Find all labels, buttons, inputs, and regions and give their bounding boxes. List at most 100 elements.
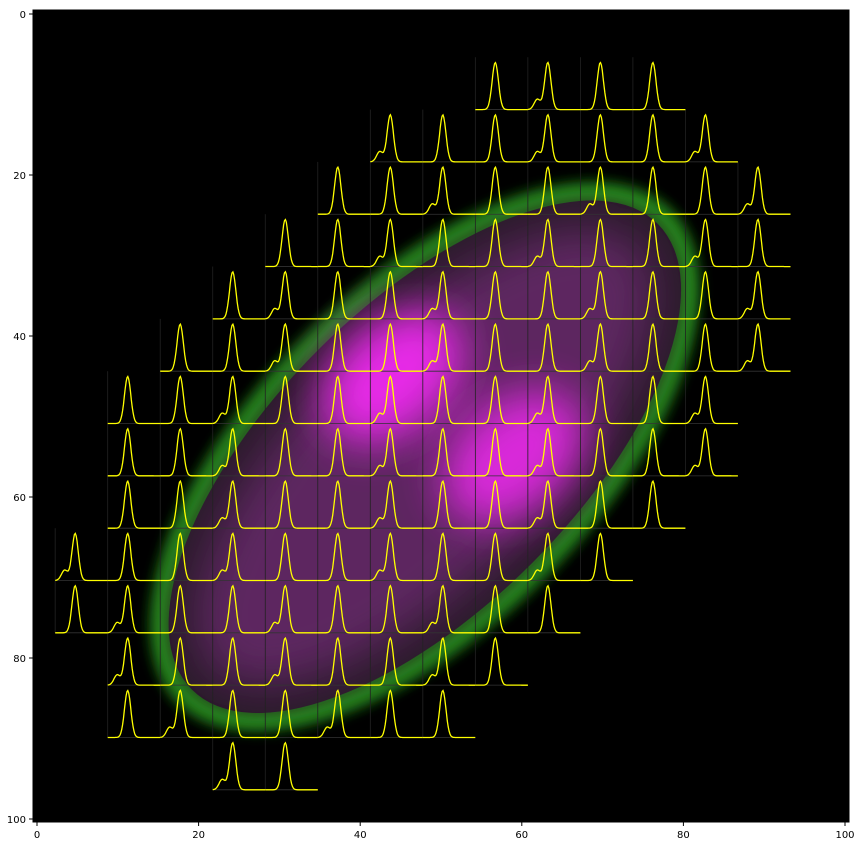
spectrum-r9-c7 (422, 532, 476, 582)
spectrum-r7-c6 (422, 427, 476, 477)
spectrum-r13-c0 (212, 741, 266, 791)
spectrum-r11-c2 (212, 636, 266, 686)
spectrum-r6-c9 (580, 375, 633, 425)
spectrum-r2-c2 (422, 165, 476, 215)
spectrum-r4-c0 (212, 270, 266, 320)
spectrum-r12-c0 (107, 689, 161, 739)
spectrum-r5-c4 (370, 322, 423, 372)
spectrum-r5-c8 (580, 322, 633, 372)
spectrum-r9-c6 (370, 532, 423, 582)
spectrum-r6-c1 (160, 375, 213, 425)
spectrum-r10-c2 (160, 584, 213, 634)
spectrum-r4-c5 (475, 270, 528, 320)
spectrum-r4-c6 (527, 270, 581, 320)
spectrum-r9-c5 (317, 532, 371, 582)
x-tick-label: 20 (192, 830, 205, 841)
spectrum-r4-c7 (580, 270, 633, 320)
spectrum-r2-c4 (527, 165, 581, 215)
spectrum-r8-c2 (212, 479, 266, 529)
spectrum-r5-c11 (737, 322, 791, 372)
spectrum-r11-c7 (475, 636, 528, 686)
spectrum-r10-c5 (317, 584, 371, 634)
spectrum-r4-c4 (422, 270, 476, 320)
spectrum-r12-c4 (317, 689, 371, 739)
spectrum-r5-c9 (632, 322, 686, 372)
y-tick-label: 20 (13, 171, 26, 182)
spectrum-r1-c4 (580, 113, 633, 163)
spectrum-r5-c0 (160, 322, 213, 372)
spectrum-r8-c6 (422, 479, 476, 529)
spectrum-r0-c2 (580, 61, 633, 111)
y-tick-label: 40 (13, 332, 26, 343)
spectrum-r7-c8 (527, 427, 581, 477)
spectrum-r6-c4 (317, 375, 371, 425)
spectrum-r10-c4 (265, 584, 318, 634)
spectrum-r6-c7 (475, 375, 528, 425)
spectrum-r7-c9 (580, 427, 633, 477)
spectrum-r2-c7 (685, 165, 738, 215)
spectrum-r2-c3 (475, 165, 528, 215)
spectrum-r9-c2 (160, 532, 213, 582)
x-tick-label: 80 (677, 830, 690, 841)
x-tick-label: 40 (354, 830, 367, 841)
y-axis: 0 20 40 60 80 100 (7, 10, 33, 826)
spectra-overlay (55, 61, 791, 791)
spectrum-r1-c2 (475, 113, 528, 163)
spectrum-r12-c1 (160, 689, 213, 739)
spectrum-r9-c4 (265, 532, 318, 582)
spectrum-r5-c2 (265, 322, 318, 372)
spectrum-r6-c5 (370, 375, 423, 425)
spectrum-r10-c7 (422, 584, 476, 634)
spectrum-r3-c6 (580, 218, 633, 268)
spectrum-r2-c1 (370, 165, 423, 215)
spectrum-r3-c0 (265, 218, 318, 268)
spectrum-r4-c9 (685, 270, 738, 320)
spectrum-r6-c10 (632, 375, 686, 425)
spectrum-r3-c5 (527, 218, 581, 268)
spectrum-r2-c6 (632, 165, 686, 215)
spectrum-r8-c9 (580, 479, 633, 529)
spectrum-r5-c5 (422, 322, 476, 372)
spectrum-r6-c8 (527, 375, 581, 425)
spectrum-r7-c11 (685, 427, 738, 477)
spectrum-r11-c0 (107, 636, 161, 686)
spectrum-r11-c3 (265, 636, 318, 686)
spectrum-r8-c1 (160, 479, 213, 529)
x-tick-label: 100 (835, 830, 854, 841)
spectrum-r8-c10 (632, 479, 686, 529)
spectrum-r7-c3 (265, 427, 318, 477)
spectrum-r5-c3 (317, 322, 371, 372)
spectrum-r8-c3 (265, 479, 318, 529)
spectrum-r11-c5 (370, 636, 423, 686)
spectrum-r11-c1 (160, 636, 213, 686)
spectrum-r10-c3 (212, 584, 266, 634)
spectrum-r8-c5 (370, 479, 423, 529)
plot-area (32, 9, 850, 823)
spectrum-r2-c5 (580, 165, 633, 215)
spectrum-r9-c0 (55, 532, 108, 582)
spectrum-r3-c9 (737, 218, 791, 268)
spectrum-r1-c0 (370, 113, 423, 163)
spectrum-r7-c4 (317, 427, 371, 477)
spectrum-r7-c7 (475, 427, 528, 477)
spectrum-r0-c3 (632, 61, 686, 111)
spectrum-r3-c2 (370, 218, 423, 268)
y-tick-label: 0 (20, 10, 26, 21)
spectrum-r11-c6 (422, 636, 476, 686)
spectrum-r3-c8 (685, 218, 738, 268)
spectrum-r8-c0 (107, 479, 161, 529)
spectrum-r4-c8 (632, 270, 686, 320)
spectrum-r3-c3 (422, 218, 476, 268)
spectrum-r12-c3 (265, 689, 318, 739)
spectrum-r1-c1 (422, 113, 476, 163)
spectrum-r5-c10 (685, 322, 738, 372)
spectrum-r7-c10 (632, 427, 686, 477)
y-tick-label: 80 (13, 654, 26, 665)
spectrum-r5-c6 (475, 322, 528, 372)
spectrum-r1-c5 (632, 113, 686, 163)
spectrum-r12-c5 (370, 689, 423, 739)
spectrum-r8-c8 (527, 479, 581, 529)
spectrum-r3-c7 (632, 218, 686, 268)
spectrum-r12-c6 (422, 689, 476, 739)
spectrum-r5-c1 (212, 322, 266, 372)
